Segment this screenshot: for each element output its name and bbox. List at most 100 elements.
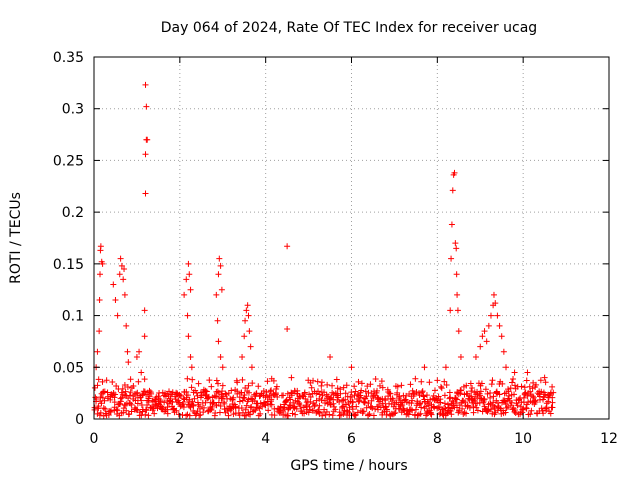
data-point [462,399,469,406]
data-point [133,390,140,397]
data-point [314,378,321,385]
data-point [498,333,505,340]
data-point [363,393,370,400]
data-point [95,376,102,383]
data-point [477,388,484,395]
data-point [303,402,310,409]
data-point [511,391,518,398]
data-point [123,407,130,414]
data-point [366,410,373,417]
data-point [145,398,152,405]
data-point [470,409,477,416]
data-point [164,404,171,411]
data-point [414,412,421,419]
data-point [487,389,494,396]
data-point [453,245,460,252]
data-point [232,404,239,411]
data-point [132,406,139,413]
data-point [360,398,367,405]
data-point [203,388,210,395]
data-point [342,390,349,397]
data-point [208,383,215,390]
data-point [118,262,125,269]
data-point [247,343,254,350]
data-point [243,307,250,314]
data-point [492,300,499,307]
data-point [183,388,190,395]
data-point [370,412,377,419]
data-point [180,404,187,411]
data-point [119,385,126,392]
data-point [224,408,231,415]
x-tick-label: 4 [261,431,270,447]
data-point [511,382,518,389]
data-point [230,394,237,401]
data-point [329,389,336,396]
data-point [491,411,498,418]
data-point [488,381,495,388]
data-point [512,409,519,416]
chart-title: Day 064 of 2024, Rate Of TEC Index for r… [161,20,537,36]
x-tick-label: 12 [600,431,618,447]
data-point [532,399,539,406]
data-point [458,387,465,394]
data-point [141,307,148,314]
data-point [213,291,220,298]
data-point [482,386,489,393]
data-point [144,136,151,143]
data-point [273,383,280,390]
data-point [351,392,358,399]
data-point [128,408,135,415]
data-point [181,291,188,298]
y-axis-title: ROTI / TECUs [8,192,24,284]
data-point [428,411,435,418]
data-point [188,384,195,391]
data-point [241,412,248,419]
data-point [490,291,497,298]
data-point [336,398,343,405]
data-point [449,187,456,194]
data-point [427,410,434,417]
data-point [334,385,341,392]
data-point [418,404,425,411]
data-point [221,400,228,407]
x-tick-label: 6 [347,431,356,447]
data-point [206,377,213,384]
data-point [122,388,129,395]
data-point [512,407,519,414]
data-point [200,409,207,416]
data-point [127,400,134,407]
data-point [301,389,308,396]
data-point [434,377,441,384]
data-point [134,400,141,407]
axis-ticks: 0 0.05 0.1 0.15 0.2 0.25 0.3 0.35 0 2 4 6 8 10 12 [53,50,618,447]
data-point [447,408,454,415]
data-point [398,382,405,389]
data-point [272,391,279,398]
data-point [116,271,123,278]
data-point [215,271,222,278]
data-point [184,392,191,399]
data-point [448,411,455,418]
data-point [481,396,488,403]
data-point [285,412,292,419]
data-point [205,393,212,400]
data-point [319,392,326,399]
y-tick-label: 0.05 [53,360,84,376]
data-point [499,380,506,387]
data-point [236,398,243,405]
data-point [378,378,385,385]
data-point [242,406,249,413]
data-point [310,377,317,384]
x-tick-label: 0 [90,431,99,447]
data-point [215,380,222,387]
data-point [316,402,323,409]
data-point [267,388,274,395]
data-point [187,286,194,293]
data-point [459,405,466,412]
data-point [173,407,180,414]
data-point [217,353,224,360]
data-point [211,392,218,399]
data-point [542,379,549,386]
data-point [185,260,192,267]
